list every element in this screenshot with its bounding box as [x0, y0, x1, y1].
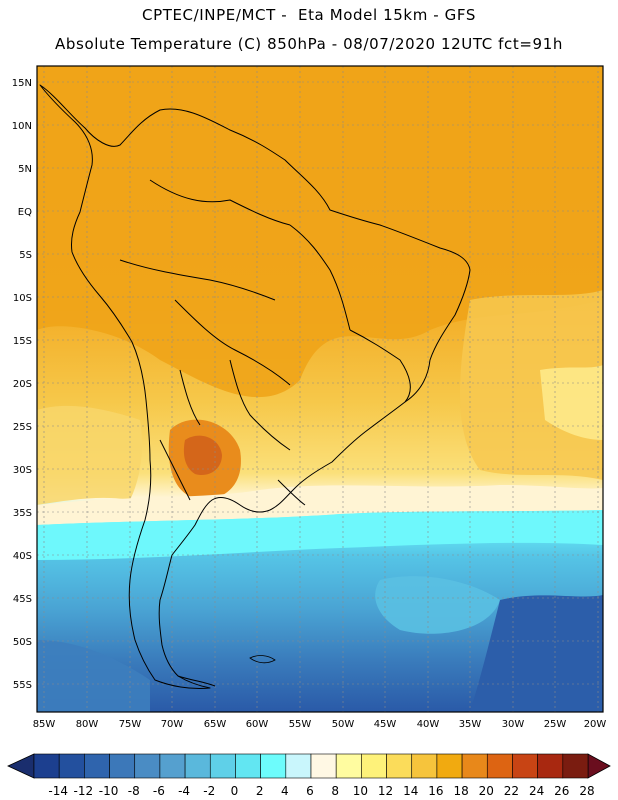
lon-tick: 85W: [33, 719, 56, 730]
colorbar-label: -12: [74, 784, 94, 798]
lon-tick: 80W: [76, 719, 99, 730]
lat-tick: 5S: [19, 250, 32, 261]
colorbar-label: -2: [203, 784, 215, 798]
colorbar-swatch: [310, 753, 337, 779]
colorbar-swatch: [461, 753, 488, 779]
colorbar-underflow-arrow: [7, 753, 35, 779]
colorbar-swatch: [562, 753, 589, 779]
lat-tick: 55S: [13, 680, 32, 691]
colorbar-swatch: [235, 753, 261, 779]
lon-tick: 75W: [119, 719, 142, 730]
colorbar-label: 8: [331, 784, 339, 798]
colorbar-swatch: [361, 753, 387, 779]
lon-tick: 40W: [417, 719, 440, 730]
lon-tick: 65W: [204, 719, 227, 730]
colorbar-label: 10: [353, 784, 368, 798]
colorbar-label: -4: [178, 784, 190, 798]
colorbar-label: 2: [256, 784, 264, 798]
colorbar-swatch: [285, 753, 312, 779]
lon-tick: 30W: [502, 719, 525, 730]
colorbar-swatch: [109, 753, 136, 779]
colorbar-label: 22: [504, 784, 519, 798]
colorbar-label: 4: [281, 784, 289, 798]
lon-tick: 60W: [246, 719, 269, 730]
colorbar-label: 14: [403, 784, 418, 798]
colorbar-labels: -14 -12 -10 -8 -6 -4 -2 0 2 4 6 8 10 12 14 16 18 20 22 24 26…: [48, 784, 594, 798]
colorbar-swatch: [436, 753, 463, 779]
colorbar-label: 26: [554, 784, 569, 798]
colorbar-label: 0: [231, 784, 239, 798]
lat-tick: 45S: [13, 594, 32, 605]
colorbar-label: 20: [479, 784, 494, 798]
colorbar-label: 16: [428, 784, 443, 798]
lat-tick: 25S: [13, 422, 32, 433]
lat-tick: 35S: [13, 508, 32, 519]
colorbar-label: 12: [378, 784, 393, 798]
colorbar-swatch: [209, 753, 236, 779]
colorbar-swatch: [411, 753, 438, 779]
lat-tick: 15N: [12, 78, 32, 89]
colorbar-swatch: [335, 753, 362, 779]
latitude-axis: 15N 10N 5N EQ 5S 10S 15S 20S 25S 30S 35S…: [12, 78, 32, 691]
colorbar-label: 18: [453, 784, 468, 798]
lon-tick: 55W: [289, 719, 312, 730]
colorbar-overflow-arrow: [587, 753, 611, 779]
colorbar-swatch: [134, 753, 161, 779]
map-title-line2: Absolute Temperature (C) 850hPa - 08/07/…: [55, 35, 563, 53]
lon-tick: 35W: [459, 719, 482, 730]
colorbar-swatch: [386, 753, 413, 779]
map-title-line1: CPTEC/INPE/MCT - Eta Model 15km - GFS: [142, 6, 476, 24]
graticule: [37, 66, 603, 712]
colorbar-swatch: [58, 753, 85, 779]
lat-tick: 10S: [13, 293, 32, 304]
colorbar-swatches: [33, 753, 589, 779]
colorbar-swatch: [33, 753, 60, 779]
lon-tick: 25W: [544, 719, 567, 730]
colorbar-label: -14: [48, 784, 68, 798]
temperature-field: [37, 66, 603, 712]
colorbar-swatch: [159, 753, 186, 779]
coastlines: [39, 84, 471, 689]
colorbar-label: 6: [306, 784, 314, 798]
lat-tick: 20S: [13, 379, 32, 390]
colorbar-swatch: [537, 753, 564, 779]
longitude-axis: 85W 80W 75W 70W 65W 60W 55W 50W 45W 40W …: [33, 719, 607, 730]
colorbar-swatch: [184, 753, 211, 779]
lat-tick: 50S: [13, 637, 32, 648]
lat-tick: 15S: [13, 336, 32, 347]
lat-tick: 5N: [18, 164, 32, 175]
lat-tick: 40S: [13, 551, 32, 562]
colorbar-label: 28: [579, 784, 594, 798]
colorbar-swatch: [260, 753, 287, 779]
colorbar-swatch: [512, 753, 538, 779]
lat-tick: EQ: [18, 207, 32, 218]
colorbar-label: 24: [529, 784, 544, 798]
falkland-islands: [249, 655, 276, 664]
lon-tick: 70W: [161, 719, 184, 730]
colorbar-swatch: [486, 753, 513, 779]
colorbar-label: -6: [153, 784, 165, 798]
lat-tick: 10N: [12, 121, 32, 132]
lon-tick: 50W: [332, 719, 355, 730]
map-frame: [36, 65, 604, 713]
lon-tick: 20W: [584, 719, 607, 730]
colorbar: -14 -12 -10 -8 -6 -4 -2 0 2 4 6 8 10 12 14 16 18 20 22 24 26…: [7, 753, 611, 798]
colorbar-swatch: [84, 753, 110, 779]
colorbar-label: -10: [99, 784, 119, 798]
colorbar-label: -8: [128, 784, 140, 798]
lon-tick: 45W: [374, 719, 397, 730]
lat-tick: 30S: [13, 465, 32, 476]
